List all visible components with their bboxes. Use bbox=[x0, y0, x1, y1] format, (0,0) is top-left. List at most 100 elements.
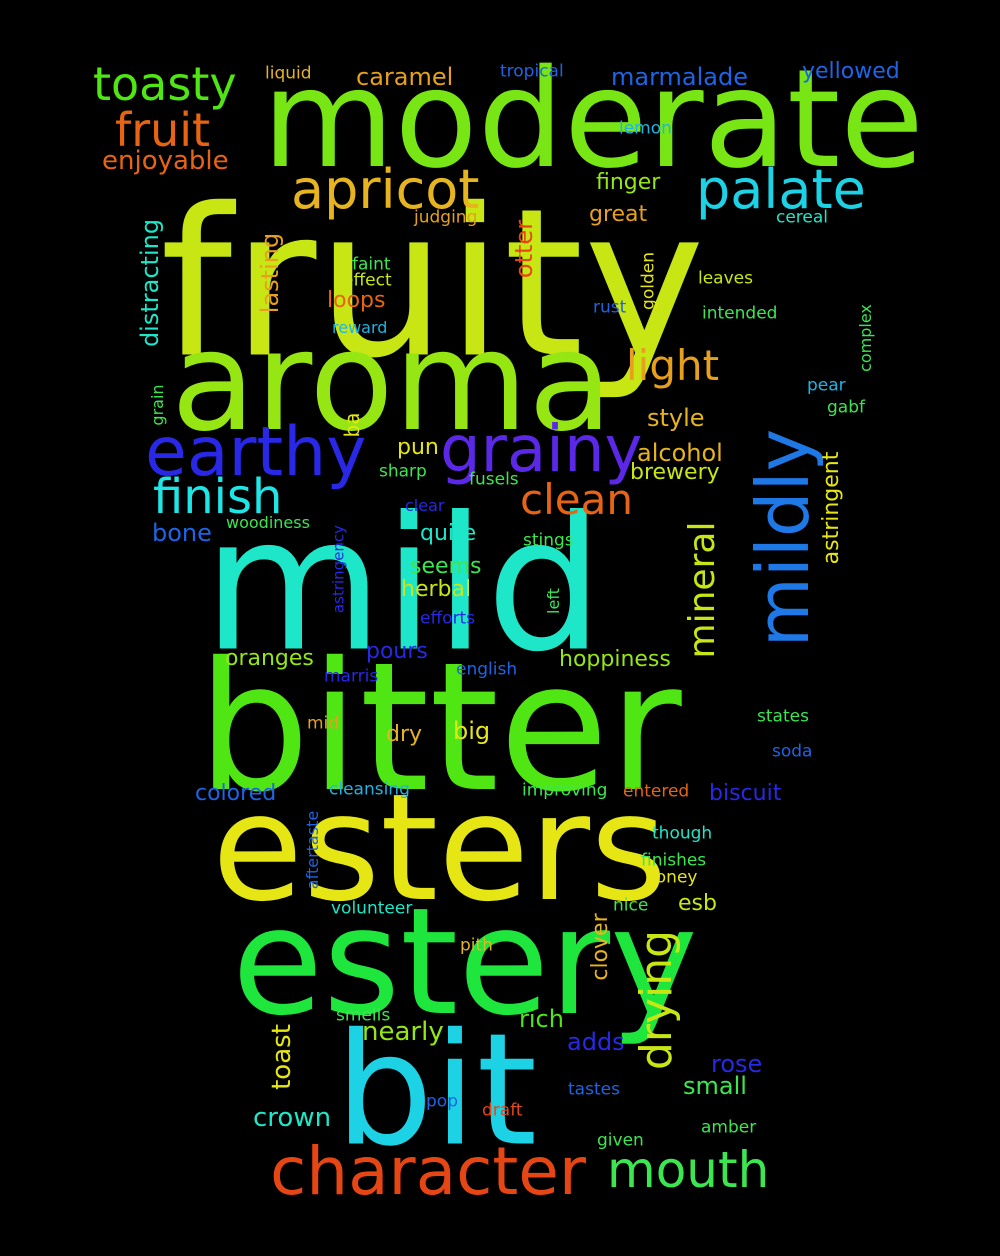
word-lasting: lasting bbox=[256, 232, 284, 314]
word-bone: bone bbox=[152, 519, 212, 547]
word-marmalade: marmalade bbox=[611, 63, 748, 91]
word-though: though bbox=[652, 823, 713, 844]
word-apricot: apricot bbox=[291, 158, 480, 221]
word-clear: clear bbox=[405, 496, 445, 515]
word-moderate: moderate bbox=[262, 41, 924, 199]
word-woodiness: woodiness bbox=[226, 513, 310, 532]
word-intended: intended bbox=[702, 303, 778, 324]
word-bit: bit bbox=[335, 999, 538, 1181]
word-astringent: astringent bbox=[819, 451, 844, 565]
word-tastes: tastes bbox=[568, 1079, 620, 1100]
word-mild: mild bbox=[203, 476, 604, 693]
word-mineral: mineral bbox=[682, 521, 723, 659]
word-liquid: liquid bbox=[265, 63, 312, 84]
word-states: states bbox=[757, 706, 809, 727]
word-nice: nice bbox=[613, 895, 649, 916]
word-pith: pith bbox=[460, 935, 493, 956]
word-drying: drying bbox=[631, 929, 682, 1071]
word-clean: clean bbox=[520, 475, 633, 524]
word-style: style bbox=[647, 404, 705, 432]
word-clover: clover bbox=[588, 913, 613, 981]
word-efforts: efforts bbox=[420, 608, 476, 629]
word-pun: pun bbox=[397, 435, 439, 460]
word-nearly: nearly bbox=[362, 1017, 444, 1047]
word-entered: entered bbox=[623, 781, 690, 802]
word-marris: marris bbox=[324, 666, 379, 687]
word-adds: adds bbox=[567, 1028, 625, 1056]
word-draft: draft bbox=[482, 1100, 523, 1121]
word-faint: faint bbox=[352, 254, 391, 275]
word-finish: finish bbox=[153, 469, 283, 525]
word-bitter: bitter bbox=[197, 624, 682, 831]
word-tropical: tropical bbox=[500, 61, 564, 82]
word-esb: esb bbox=[678, 891, 717, 916]
word-dry: dry bbox=[386, 722, 423, 747]
word-improving: improving bbox=[522, 780, 608, 801]
word-english: english bbox=[456, 659, 518, 680]
word-alcohol: alcohol bbox=[637, 439, 723, 467]
word-great: great bbox=[589, 202, 648, 227]
word-crown: crown bbox=[253, 1103, 332, 1133]
word-volunteer: volunteer bbox=[331, 898, 413, 919]
word-cleansing: cleansing bbox=[329, 779, 410, 800]
word-grain: grain bbox=[148, 384, 167, 426]
word-complex: complex bbox=[856, 304, 875, 372]
word-astringency: astringency bbox=[329, 524, 348, 614]
word-honey: honey bbox=[645, 867, 698, 888]
word-oranges: oranges bbox=[225, 646, 314, 671]
word-left: left bbox=[544, 588, 563, 614]
word-light: light bbox=[626, 341, 720, 390]
word-quite: quite bbox=[420, 521, 477, 546]
word-toasty: toasty bbox=[93, 57, 237, 111]
word-judging: judging bbox=[414, 207, 478, 228]
word-rust: rust bbox=[593, 297, 627, 318]
word-finger: finger bbox=[596, 170, 661, 195]
word-grainy: grainy bbox=[440, 413, 643, 487]
word-finishes: finishes bbox=[641, 850, 707, 871]
word-hoppiness: hoppiness bbox=[559, 647, 671, 672]
word-aroma: aroma bbox=[171, 301, 613, 462]
word-esters: esters bbox=[212, 762, 668, 934]
word-yellowed: yellowed bbox=[802, 59, 900, 84]
word-estery: estery bbox=[232, 876, 698, 1048]
word-colored: colored bbox=[195, 781, 277, 806]
word-pop: pop bbox=[426, 1091, 458, 1112]
word-aftertaste: aftertaste bbox=[303, 810, 322, 890]
word-sharp: sharp bbox=[379, 461, 427, 482]
word-rose: rose bbox=[711, 1050, 763, 1078]
word-small: small bbox=[683, 1072, 747, 1100]
word-big: big bbox=[453, 717, 491, 745]
word-effect: effect bbox=[343, 270, 392, 291]
word-fruity: fruity bbox=[160, 165, 706, 404]
word-distracting: distracting bbox=[136, 218, 164, 348]
word-reward: reward bbox=[332, 318, 388, 337]
word-seems: seems bbox=[410, 554, 482, 579]
word-pear: pear bbox=[807, 375, 846, 396]
word-palate: palate bbox=[696, 158, 866, 221]
word-loops: loops bbox=[327, 288, 386, 313]
word-character: character bbox=[270, 1133, 587, 1210]
word-soda: soda bbox=[772, 741, 813, 762]
word-stings: stings bbox=[523, 530, 574, 551]
word-mouth: mouth bbox=[607, 1141, 770, 1199]
word-biscuit: biscuit bbox=[709, 781, 782, 806]
word-lemon: lemon bbox=[619, 118, 672, 139]
word-mildly: mildly bbox=[741, 428, 825, 648]
word-leaves: leaves bbox=[698, 268, 753, 289]
word-earthy: earthy bbox=[145, 413, 367, 492]
word-amber: amber bbox=[701, 1117, 757, 1138]
word-golden: golden bbox=[638, 252, 659, 310]
word-caramel: caramel bbox=[356, 63, 454, 91]
word-fruit: fruit bbox=[115, 103, 211, 157]
word-rich: rich bbox=[519, 1005, 564, 1033]
word-pours: pours bbox=[366, 639, 428, 664]
word-ba: ba bbox=[340, 412, 364, 438]
word-given: given bbox=[597, 1130, 644, 1151]
word-gabf: gabf bbox=[827, 397, 865, 418]
word-mid: mid bbox=[307, 713, 340, 734]
word-toast: toast bbox=[267, 1024, 297, 1090]
word-otter: otter bbox=[510, 219, 538, 279]
word-brewery: brewery bbox=[630, 460, 720, 485]
word-smells: smells bbox=[336, 1005, 391, 1026]
